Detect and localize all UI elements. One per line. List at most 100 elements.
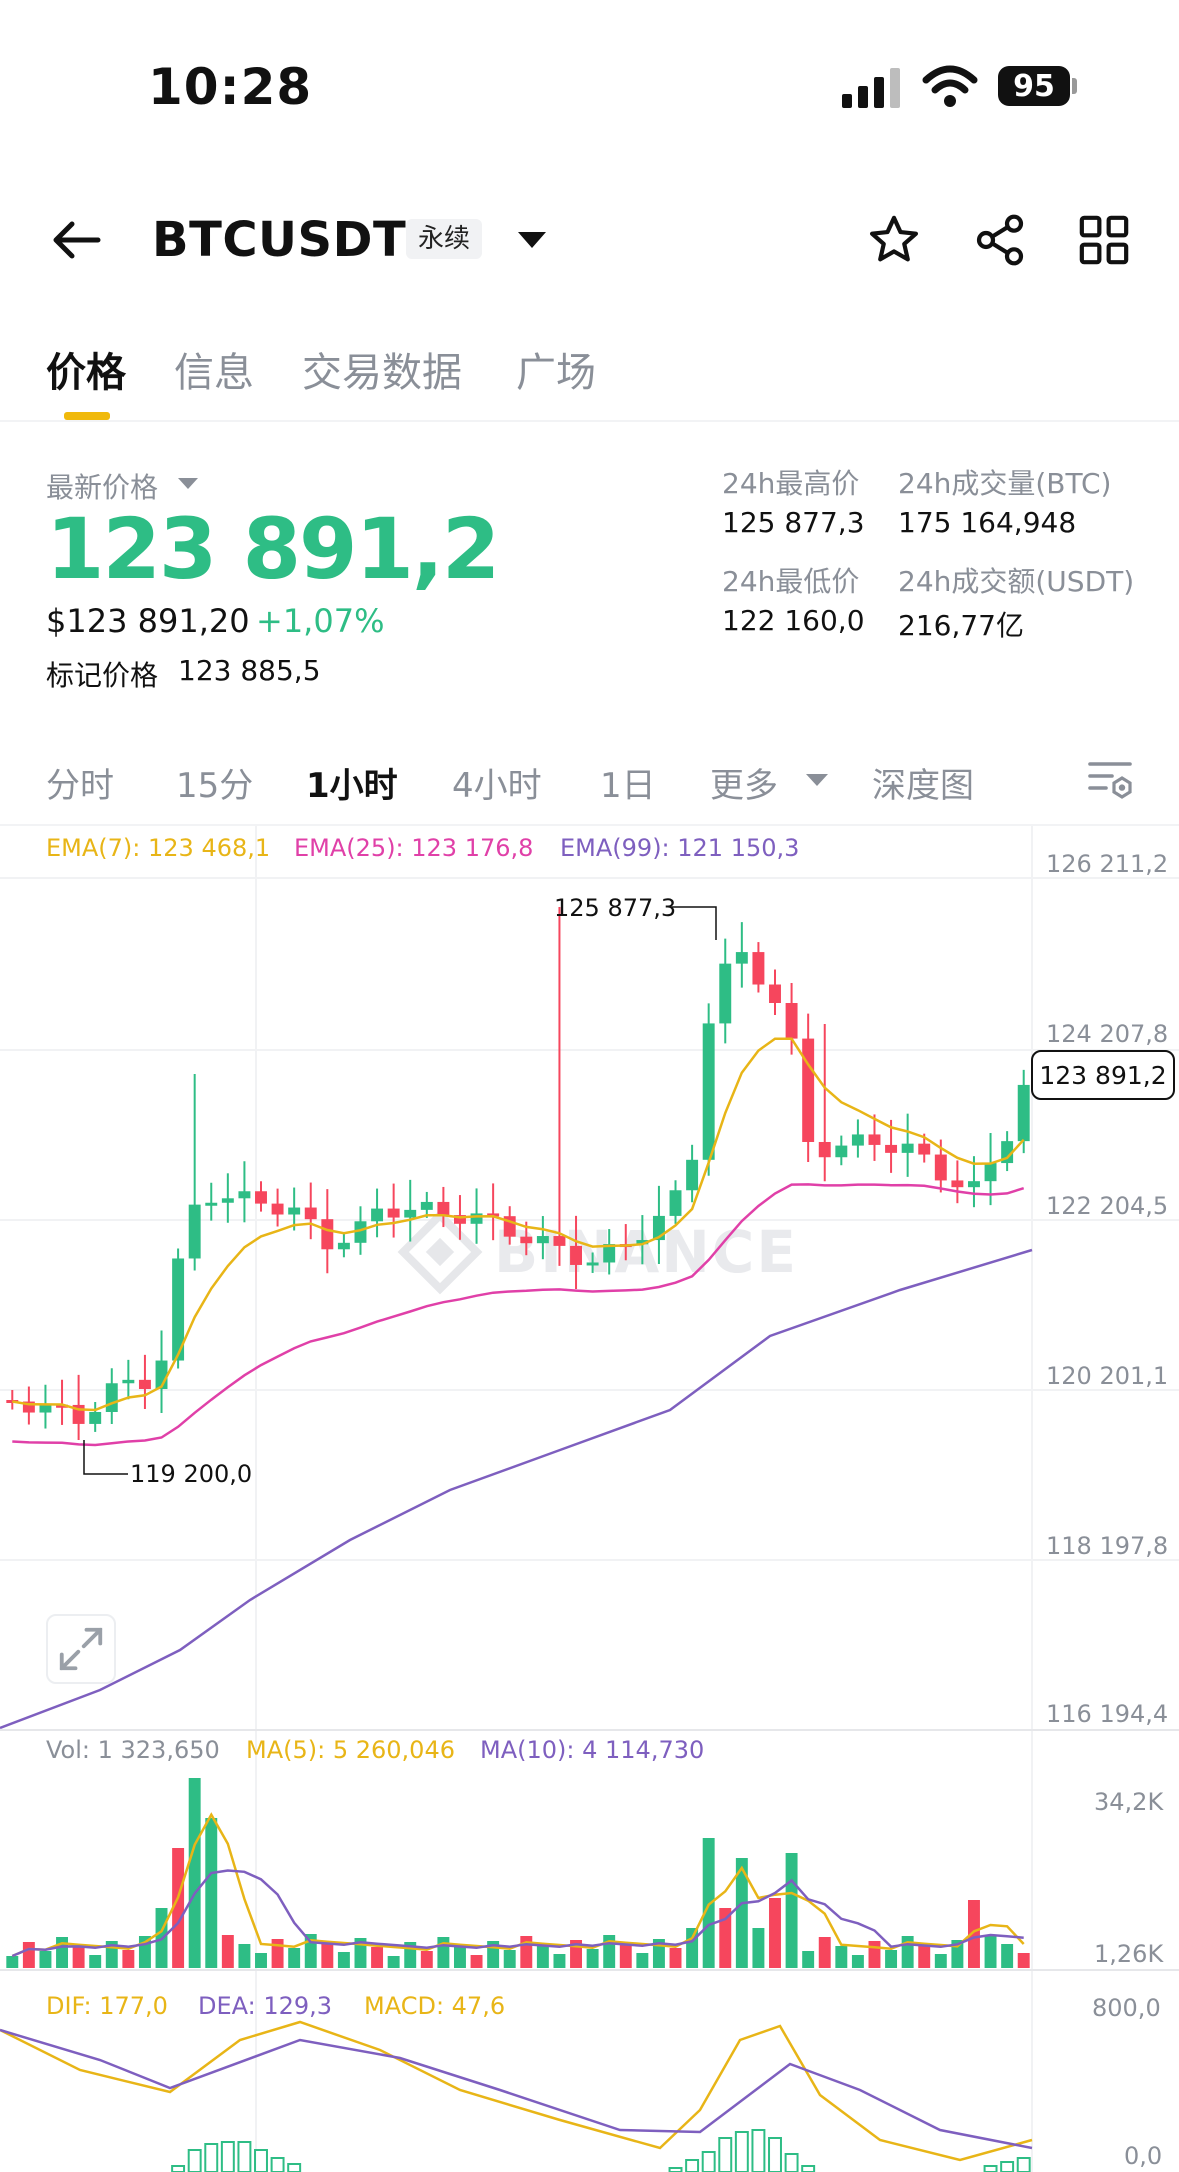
candle-body bbox=[520, 1236, 533, 1244]
volume-bar bbox=[487, 1941, 500, 1968]
macd-bar bbox=[751, 2129, 766, 2172]
volume-bar bbox=[1017, 1953, 1030, 1968]
candle-body bbox=[271, 1203, 284, 1215]
change-percent: +1,07% bbox=[256, 602, 385, 640]
interval-1d[interactable]: 1日 bbox=[600, 766, 656, 806]
depth-chart-tab[interactable]: 深度图 bbox=[872, 766, 974, 806]
tab-price[interactable]: 价格 bbox=[46, 350, 126, 396]
back-arrow-icon[interactable] bbox=[48, 216, 104, 264]
volume-bar bbox=[735, 1858, 748, 1968]
price-axis-label: 124 207,8 bbox=[1046, 1020, 1169, 1048]
macd-histogram bbox=[171, 2129, 1031, 2172]
macd-bar bbox=[801, 2165, 816, 2172]
volume-bar bbox=[769, 1898, 781, 1968]
price-axis-label: 118 197,8 bbox=[1046, 1532, 1169, 1560]
volume-bar bbox=[354, 1938, 367, 1968]
candle-body bbox=[453, 1215, 466, 1224]
candle-body bbox=[934, 1154, 947, 1181]
last-price-label[interactable]: 最新价格 bbox=[46, 471, 159, 504]
volume-bar bbox=[371, 1947, 384, 1968]
tab-info[interactable]: 信息 bbox=[174, 350, 254, 396]
candle-body bbox=[835, 1145, 848, 1158]
expand-button[interactable] bbox=[46, 1614, 116, 1684]
candle-body bbox=[288, 1207, 301, 1215]
ema99-legend: EMA(99): 121 150,3 bbox=[560, 834, 800, 862]
volume-bar bbox=[570, 1940, 583, 1968]
contract-type-tag: 永续 bbox=[406, 219, 483, 259]
wifi-icon bbox=[922, 65, 978, 107]
candle-body bbox=[6, 1400, 19, 1403]
interval-more[interactable]: 更多 bbox=[710, 766, 778, 806]
macd-value-legend: MACD: 47,6 bbox=[364, 1992, 506, 2020]
volume-bar bbox=[437, 1937, 450, 1968]
candle-body bbox=[22, 1401, 35, 1413]
volume-bar bbox=[851, 1955, 864, 1968]
interval-15m[interactable]: 15分 bbox=[176, 766, 254, 806]
volume-bar bbox=[553, 1954, 566, 1968]
candle-body bbox=[951, 1180, 964, 1188]
macd-bar bbox=[668, 2167, 683, 2172]
macd-dif-legend: DIF: 177,0 bbox=[46, 1992, 168, 2020]
kline-chart[interactable]: BINANCE 125 877,3 119 200,0 bbox=[0, 826, 1179, 2172]
volume-bar bbox=[6, 1956, 19, 1968]
candle-body bbox=[420, 1201, 433, 1210]
last-price: 123 891,2 bbox=[46, 500, 500, 598]
volume-bar bbox=[785, 1853, 798, 1968]
interval-1h[interactable]: 1小时 bbox=[306, 766, 398, 806]
ema-lines bbox=[0, 1037, 1033, 1730]
macd-bar bbox=[237, 2141, 252, 2172]
tab-square[interactable]: 广场 bbox=[516, 350, 596, 396]
candle-body bbox=[437, 1201, 450, 1216]
volume-bar bbox=[934, 1954, 947, 1968]
interval-time[interactable]: 分时 bbox=[46, 766, 114, 806]
volume-axis-label: 34,2K bbox=[1094, 1788, 1164, 1816]
volume-ma10-legend: MA(10): 4 114,730 bbox=[480, 1736, 705, 1764]
volume-bar bbox=[686, 1928, 699, 1968]
macd-dea-legend: DEA: 129,3 bbox=[198, 1992, 333, 2020]
status-time: 10:28 bbox=[148, 58, 313, 116]
price-axis-label: 120 201,1 bbox=[1046, 1362, 1169, 1390]
candle-body bbox=[984, 1163, 997, 1182]
volume-ma5-legend: MA(5): 5 260,046 bbox=[246, 1736, 455, 1764]
volume-bar bbox=[420, 1951, 433, 1968]
macd-bar bbox=[1016, 2157, 1031, 2172]
macd-bar bbox=[701, 2151, 716, 2172]
candle-body bbox=[503, 1216, 516, 1237]
macd-bar bbox=[204, 2143, 219, 2172]
candle-body bbox=[818, 1141, 831, 1158]
candle-body bbox=[553, 1236, 566, 1246]
macd-bar bbox=[220, 2141, 235, 2172]
volume-bar bbox=[967, 1900, 980, 1968]
ema99-line bbox=[0, 1248, 1033, 1730]
signal-icon bbox=[842, 68, 900, 108]
macd-bar bbox=[254, 2149, 268, 2172]
tab-trading-data[interactable]: 交易数据 bbox=[302, 350, 462, 396]
candle-body bbox=[967, 1181, 980, 1188]
volume-bar bbox=[652, 1939, 665, 1968]
candle-body bbox=[586, 1262, 599, 1266]
candle-body bbox=[105, 1383, 118, 1412]
candle-body bbox=[536, 1236, 549, 1244]
grid-icon[interactable] bbox=[1076, 212, 1132, 268]
volume-bar bbox=[951, 1940, 964, 1968]
caret-down-icon[interactable] bbox=[806, 774, 828, 786]
volume-bar bbox=[255, 1953, 267, 1968]
macd-bar bbox=[734, 2131, 749, 2172]
candle-body bbox=[122, 1379, 135, 1384]
caret-down-icon[interactable] bbox=[178, 478, 198, 489]
volume-bar bbox=[238, 1944, 251, 1968]
volume-bar bbox=[122, 1950, 135, 1968]
price-axis-label: 122 204,5 bbox=[1046, 1192, 1169, 1220]
share-icon[interactable] bbox=[972, 212, 1028, 268]
caret-down-icon[interactable] bbox=[518, 230, 546, 250]
candle-body bbox=[255, 1191, 267, 1204]
stat-turnover-value: 216,77亿 bbox=[898, 609, 1024, 642]
pair-title[interactable]: BTCUSDT bbox=[152, 212, 407, 268]
candle-body bbox=[404, 1209, 417, 1218]
interval-4h[interactable]: 4小时 bbox=[452, 766, 542, 806]
candle-body bbox=[155, 1360, 168, 1389]
volume-bar bbox=[669, 1948, 682, 1968]
macd-bar bbox=[287, 2163, 302, 2172]
chart-settings-icon[interactable] bbox=[1086, 758, 1134, 802]
star-icon[interactable] bbox=[866, 212, 922, 268]
